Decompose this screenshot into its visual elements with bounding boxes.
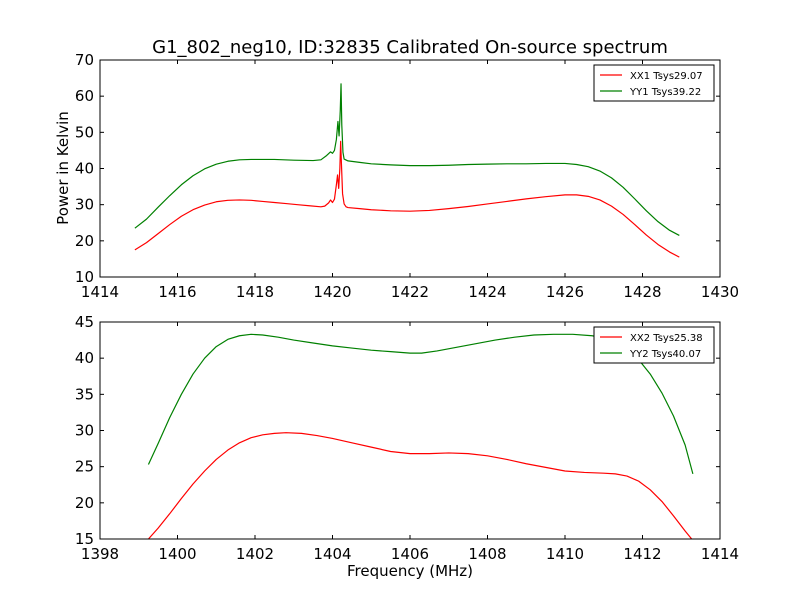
figure-title: G1_802_neg10, ID:32835 Calibrated On-sou… xyxy=(152,37,668,58)
x-tick-label: 1406 xyxy=(391,545,429,563)
y-tick-label: 60 xyxy=(75,87,94,105)
y-tick-label: 30 xyxy=(75,196,94,214)
y-axis-label: Power in Kelvin xyxy=(54,111,72,225)
y-tick-label: 10 xyxy=(75,268,94,286)
x-tick-label: 1412 xyxy=(623,545,661,563)
series-line-yy-1 xyxy=(134,83,680,236)
x-tick-label: 1400 xyxy=(158,545,196,563)
x-tick-label: 1416 xyxy=(158,283,196,301)
y-tick-label: 20 xyxy=(75,494,94,512)
x-tick-label: 1428 xyxy=(623,283,661,301)
top-plot-panel: 1414 1416 1418 1420 1422 1424 1426 1428 1430 10 20… xyxy=(75,51,739,301)
x-tick-label: 1424 xyxy=(468,283,506,301)
bottom-plot-panel: 1398 1400 1402 1404 1406 1408 1410 1412 1414 15 20… xyxy=(75,313,739,563)
legend-box xyxy=(593,64,715,102)
x-axis-label: Frequency (MHz) xyxy=(347,562,473,580)
x-tick-label: 1410 xyxy=(546,545,584,563)
y-tick-label: 35 xyxy=(75,385,94,403)
y-tick-label: 70 xyxy=(75,51,94,69)
x-tick-label: 1426 xyxy=(546,283,584,301)
series-line-xx-2 xyxy=(147,432,693,539)
legend-label: XX1 Tsys29.07 xyxy=(630,71,703,82)
x-tick-label: 1402 xyxy=(236,545,274,563)
x-tick-label: 1430 xyxy=(701,283,739,301)
legend-label: YY1 Tsys39.22 xyxy=(629,87,701,98)
legend-box xyxy=(593,326,715,364)
y-tick-label: 45 xyxy=(75,313,94,331)
x-tick-label: 1422 xyxy=(391,283,429,301)
y-tick-label: 40 xyxy=(75,160,94,178)
x-tick-label: 1404 xyxy=(313,545,351,563)
series-line-xx-1 xyxy=(134,140,680,258)
x-tick-label: 1414 xyxy=(701,545,739,563)
x-tick-label: 1414 xyxy=(81,283,119,301)
y-tick-label: 25 xyxy=(75,458,94,476)
y-tick-label: 20 xyxy=(75,232,94,250)
legend-label: XX2 Tsys25.38 xyxy=(630,333,703,344)
x-tick-label: 1418 xyxy=(236,283,274,301)
x-tick-label: 1408 xyxy=(468,545,506,563)
y-tick-label: 40 xyxy=(75,349,94,367)
y-tick-label: 50 xyxy=(75,123,94,141)
legend-label: YY2 Tsys40.07 xyxy=(629,349,701,360)
y-tick-label: 15 xyxy=(75,530,94,548)
y-tick-label: 30 xyxy=(75,422,94,440)
x-tick-label: 1420 xyxy=(313,283,351,301)
x-tick-label: 1398 xyxy=(81,545,119,563)
